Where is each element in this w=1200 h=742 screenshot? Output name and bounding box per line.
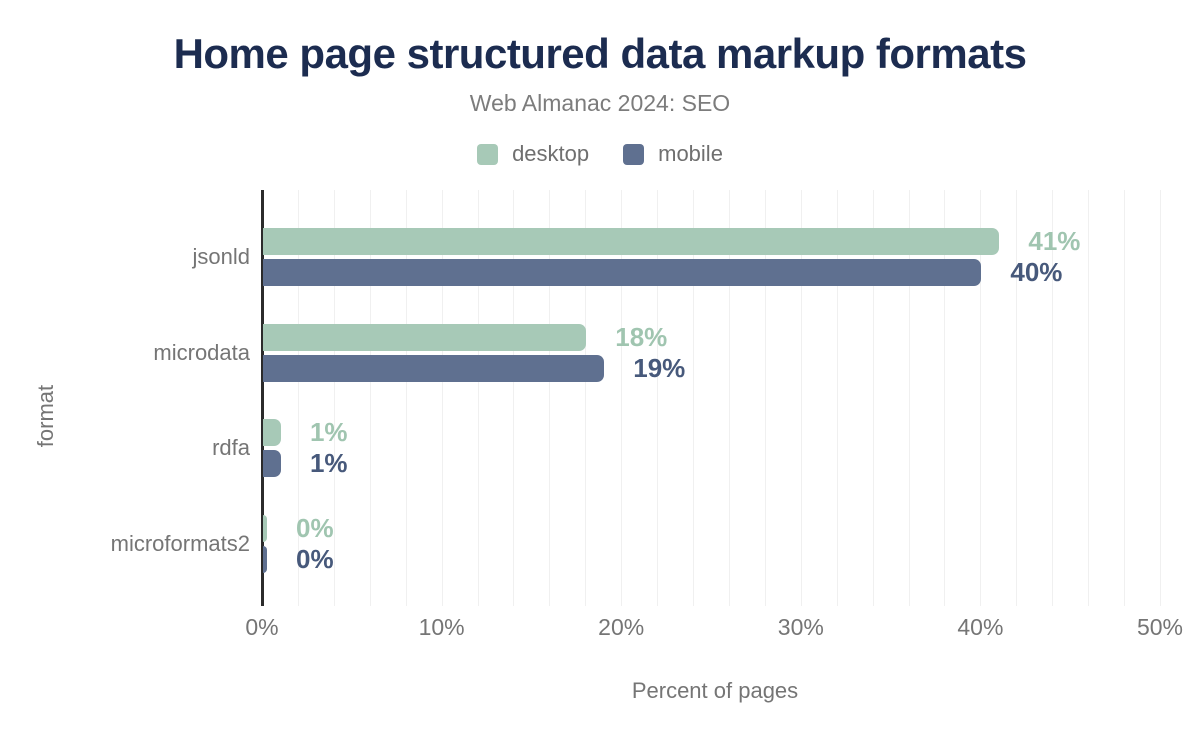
bar-mobile-microformats2 — [263, 546, 267, 573]
gridline — [908, 190, 910, 606]
value-label-desktop-microdata: 18% — [615, 322, 668, 352]
x-axis-title: Percent of pages — [631, 678, 799, 703]
gridline — [333, 190, 335, 606]
gridline — [585, 190, 587, 606]
category-label-microdata: microdata — [153, 340, 250, 365]
bar-desktop-microdata — [263, 324, 587, 351]
gridline — [1052, 190, 1054, 606]
bar-mobile-rdfa — [263, 450, 281, 477]
bar-desktop-jsonld — [263, 228, 1000, 255]
gridline — [836, 190, 838, 606]
value-label-mobile-jsonld: 40% — [1010, 257, 1063, 287]
gridline — [693, 190, 695, 606]
legend-item-desktop: desktop — [477, 141, 589, 167]
gridline — [405, 190, 407, 606]
legend-item-mobile: mobile — [623, 141, 723, 167]
category-label-microformats2: microformats2 — [110, 531, 250, 556]
x-tick-label-20: 20% — [598, 614, 645, 640]
gridline — [549, 190, 551, 606]
chart-subtitle: Web Almanac 2024: SEO — [469, 90, 731, 116]
gridline — [1016, 190, 1018, 606]
plot-area: 41% 40% 18% 19% 1% 1% 0% 0% — [261, 190, 1168, 606]
gridline — [657, 190, 659, 606]
gridline — [513, 190, 515, 606]
gridline — [621, 190, 623, 606]
x-tick-label-10: 10% — [418, 614, 465, 640]
category-label-jsonld: jsonld — [192, 244, 250, 269]
bar-desktop-microformats2 — [263, 515, 267, 542]
value-label-mobile-microformats2: 0% — [296, 544, 334, 574]
x-tick-label-30: 30% — [777, 614, 824, 640]
y-axis-line — [261, 190, 264, 606]
legend-swatch-desktop-icon — [477, 143, 499, 165]
gridline — [297, 190, 299, 606]
gridline — [872, 190, 874, 606]
gridline — [369, 190, 371, 606]
legend-label-mobile: mobile — [658, 141, 723, 166]
value-label-mobile-microdata: 19% — [633, 353, 686, 383]
gridline — [980, 190, 982, 606]
bar-desktop-rdfa — [263, 419, 281, 446]
gridline — [477, 190, 479, 606]
chart-title: Home page structured data markup formats — [173, 30, 1027, 77]
legend: desktop mobile — [0, 141, 1200, 167]
bar-mobile-jsonld — [263, 259, 982, 286]
gridline — [1124, 190, 1126, 606]
value-label-desktop-rdfa: 1% — [309, 417, 348, 447]
legend-label-desktop: desktop — [512, 141, 590, 166]
gridline — [1088, 190, 1090, 606]
x-tick-label-50: 50% — [1136, 614, 1184, 640]
gridline — [944, 190, 946, 606]
gridline — [1160, 190, 1161, 606]
value-label-mobile-rdfa: 1% — [309, 448, 348, 478]
gridline — [800, 190, 802, 606]
legend-swatch-mobile-icon — [623, 143, 645, 165]
category-label-rdfa: rdfa — [212, 435, 250, 460]
x-tick-label-0: 0% — [245, 614, 279, 640]
gridline — [764, 190, 766, 606]
bar-mobile-microdata — [263, 355, 605, 382]
value-label-desktop-jsonld: 41% — [1028, 226, 1081, 256]
x-tick-label-40: 40% — [957, 614, 1004, 640]
value-label-desktop-microformats2: 0% — [296, 513, 334, 543]
gridline — [728, 190, 730, 606]
gridline — [441, 190, 443, 606]
